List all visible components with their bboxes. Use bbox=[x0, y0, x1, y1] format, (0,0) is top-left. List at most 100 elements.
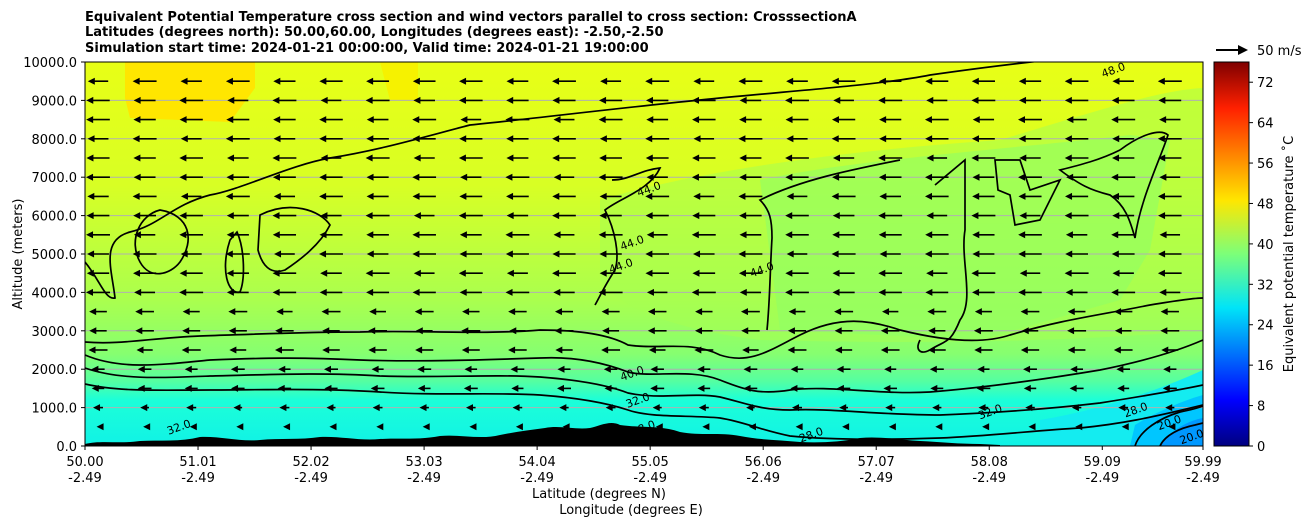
wind-vector-head bbox=[326, 404, 334, 412]
wind-vector-head bbox=[505, 173, 513, 181]
wind-vector-head bbox=[972, 250, 980, 258]
wind-vector-head bbox=[598, 288, 606, 296]
wind-vector-head bbox=[832, 231, 840, 239]
wind-vector-head bbox=[1019, 212, 1027, 220]
wind-vector-head bbox=[1112, 269, 1120, 277]
wind-vector-head bbox=[140, 404, 148, 412]
wind-vector-head bbox=[973, 327, 981, 335]
terrain bbox=[85, 423, 1000, 446]
wind-vector-head bbox=[93, 404, 101, 412]
wind-vector-head bbox=[1111, 96, 1119, 104]
quiver-key-label: 50 m/s bbox=[1257, 44, 1302, 59]
wind-vector-head bbox=[1020, 308, 1028, 316]
wind-vector-head bbox=[230, 365, 238, 373]
wind-vector-head bbox=[179, 173, 187, 181]
warm-region-2 bbox=[380, 62, 418, 102]
wind-vector-head bbox=[143, 423, 151, 431]
wind-vector-head bbox=[1168, 423, 1176, 431]
wind-vector-head bbox=[553, 116, 561, 124]
wind-vector-head bbox=[179, 116, 187, 124]
wind-vector-head bbox=[186, 404, 194, 412]
wind-vector-head bbox=[366, 135, 374, 143]
wind-vector-head bbox=[369, 308, 377, 316]
wind-vector-head bbox=[136, 346, 144, 354]
wind-vector-head bbox=[925, 173, 933, 181]
wind-vector-head bbox=[320, 154, 328, 162]
wind-vector-head bbox=[1206, 193, 1213, 200]
wind-vector-head bbox=[412, 192, 420, 200]
colorbar-tick-label: 8 bbox=[1257, 400, 1265, 415]
wind-vector-head bbox=[180, 135, 188, 143]
contour-28 bbox=[85, 383, 1203, 441]
wind-vector-head bbox=[786, 135, 794, 143]
wind-vector-head bbox=[368, 327, 376, 335]
wind-vector-head bbox=[972, 192, 980, 200]
chart-title-line-1: Equivalent Potential Temperature cross s… bbox=[85, 10, 857, 25]
wind-vector-head bbox=[180, 192, 188, 200]
wind-vector-head bbox=[972, 116, 980, 124]
wind-vector-head bbox=[971, 212, 979, 220]
wind-vector-head bbox=[279, 404, 287, 412]
wind-vector-head bbox=[645, 192, 653, 200]
wind-vector-head bbox=[133, 116, 141, 124]
wind-vector-head bbox=[1204, 174, 1211, 181]
plot-area bbox=[85, 62, 1214, 446]
x-axis: 50.00-2.4951.01-2.4952.02-2.4953.03-2.49… bbox=[66, 446, 1222, 486]
wind-vector-head bbox=[1064, 154, 1072, 162]
wind-vector-head bbox=[883, 384, 891, 392]
wind-vector-head bbox=[372, 404, 380, 412]
wind-vector-head bbox=[275, 327, 283, 335]
wind-vector-head bbox=[645, 135, 653, 143]
wind-vector-head bbox=[512, 404, 520, 412]
wind-vector-head bbox=[1114, 327, 1122, 335]
wind-vector-head bbox=[376, 423, 384, 431]
wind-vector-head bbox=[179, 231, 187, 239]
wind-vector-head bbox=[648, 346, 656, 354]
wind-vector-head bbox=[329, 423, 337, 431]
wind-vector-head bbox=[1207, 347, 1214, 354]
wind-vector-head bbox=[1157, 269, 1165, 277]
wind-vector-head bbox=[926, 154, 934, 162]
wind-vector-head bbox=[552, 269, 560, 277]
wind-vector-head bbox=[1111, 116, 1119, 124]
wind-vector-head bbox=[413, 154, 421, 162]
wind-vector-head bbox=[692, 154, 700, 162]
wind-vector-head bbox=[786, 77, 794, 85]
wind-vector-head bbox=[366, 288, 374, 296]
colorbar-gradient bbox=[1213, 61, 1250, 447]
wind-vector-head bbox=[1159, 231, 1167, 239]
wind-vector-head bbox=[694, 346, 702, 354]
wind-vector-head bbox=[274, 250, 282, 258]
wind-vector-head bbox=[691, 288, 699, 296]
wind-vector-head bbox=[233, 404, 241, 412]
wind-vector-head bbox=[1117, 384, 1125, 392]
wind-vector-head bbox=[691, 96, 699, 104]
colorbar-tick-label: 16 bbox=[1257, 359, 1274, 374]
wind-vector-head bbox=[319, 250, 327, 258]
wind-vector-head bbox=[180, 77, 188, 85]
x-tick-label-lon: -2.49 bbox=[1085, 471, 1119, 486]
wind-vector-head bbox=[133, 269, 141, 277]
wind-vector-head bbox=[879, 192, 887, 200]
wind-vector-head bbox=[133, 173, 141, 181]
wind-vector-head bbox=[272, 154, 280, 162]
wind-vector-head bbox=[836, 365, 844, 373]
wind-vector-head bbox=[506, 96, 514, 104]
wind-vector-head bbox=[236, 423, 244, 431]
wind-vector-head bbox=[552, 250, 560, 258]
wind-vector-head bbox=[1205, 116, 1212, 123]
wind-vector-head bbox=[880, 327, 888, 335]
wind-vector-head bbox=[1158, 96, 1166, 104]
wind-vector-head bbox=[650, 384, 658, 392]
wind-vector-head bbox=[1159, 288, 1167, 296]
wind-vector-head bbox=[413, 212, 421, 220]
wind-vector-head bbox=[831, 192, 839, 200]
wind-vector-head bbox=[462, 308, 470, 316]
wind-vector-head bbox=[366, 250, 374, 258]
wind-vector-head bbox=[137, 365, 145, 373]
wind-vector-head bbox=[1161, 346, 1169, 354]
wind-vector-head bbox=[1064, 77, 1072, 85]
wind-vector-head bbox=[511, 384, 519, 392]
x-tick-label-lon: -2.49 bbox=[1186, 471, 1220, 486]
wind-vector-head bbox=[86, 269, 94, 277]
